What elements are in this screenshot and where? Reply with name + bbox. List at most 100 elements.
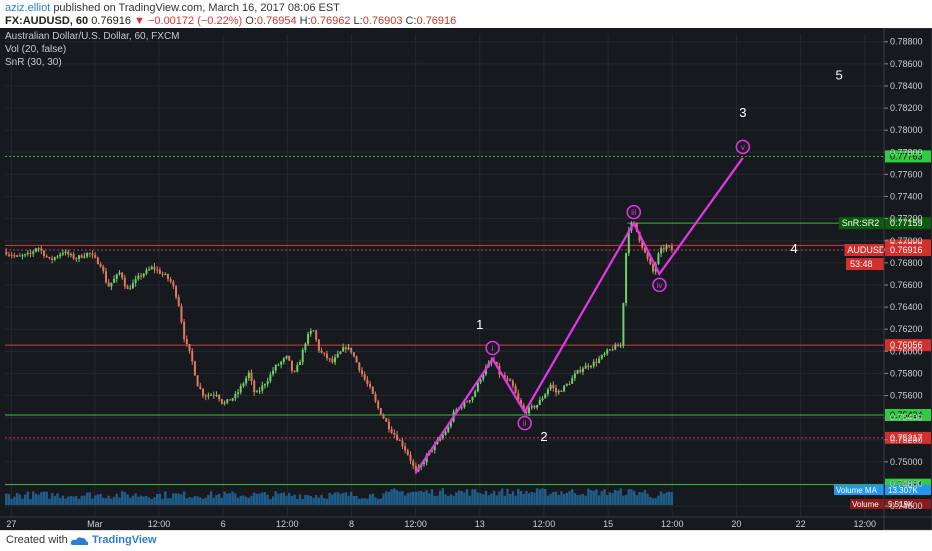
volume-bar <box>358 498 361 505</box>
legend-volume: Vol (20, false) <box>5 44 66 55</box>
plot-background <box>0 28 932 530</box>
volume-bar <box>460 491 463 505</box>
candle-body <box>16 255 19 257</box>
volume-bar <box>288 492 291 505</box>
volume-bar <box>269 498 272 505</box>
candle-body <box>649 258 652 265</box>
volume-bar <box>244 496 248 505</box>
candle-body <box>304 343 307 350</box>
volume-bar <box>161 498 164 505</box>
level-caption-tag <box>838 217 884 230</box>
volume-bar <box>420 490 423 505</box>
candle-body <box>350 347 353 353</box>
candle-body <box>565 383 568 386</box>
volume-bar <box>80 495 83 505</box>
volume-bar <box>147 497 151 505</box>
volume-bar <box>301 498 304 505</box>
volume-bar <box>468 495 471 505</box>
candle-body <box>69 254 72 256</box>
volume-bar <box>40 492 43 505</box>
candle-body <box>366 379 369 384</box>
volume-bar <box>32 491 35 505</box>
candle-body <box>409 454 412 461</box>
candle-body <box>522 404 525 410</box>
candle-body <box>166 274 169 280</box>
author-link[interactable]: aziz.elliot <box>5 2 51 14</box>
candle-body <box>272 370 275 375</box>
volume-bar <box>34 493 38 505</box>
candle-body <box>519 400 522 405</box>
volume-bar <box>185 498 189 505</box>
candle-body <box>212 394 215 396</box>
level-price-tag <box>885 339 931 352</box>
price-axis[interactable]: 0.78800 0.78600 0.78400 0.78200 0.78000 0.778… <box>883 27 932 531</box>
volume-bar <box>120 491 124 505</box>
volume-bar <box>48 498 51 505</box>
wave-count: 2 <box>540 429 547 444</box>
candle-body <box>282 358 285 362</box>
candle-body <box>587 365 590 368</box>
volume-bar <box>368 494 372 505</box>
publish-line: aziz.elliot published on TradingView.com… <box>5 2 340 14</box>
candle-body <box>549 384 552 390</box>
candle-body <box>412 460 415 466</box>
volume-bar <box>45 491 48 505</box>
candle-body <box>622 302 625 346</box>
volume-bar <box>91 498 94 505</box>
chart-legend: Australian Dollar/U.S. Dollar, 60, FXCM … <box>5 31 180 68</box>
candle-body <box>299 362 302 365</box>
price-chart[interactable]: 0.777630.77159SnR:SR20.769580.76916AUDUS… <box>0 27 932 531</box>
volume-bar <box>209 491 213 505</box>
candle-body <box>48 257 51 259</box>
level-price-tag <box>885 409 931 422</box>
y-tick-label: 0.77200 <box>890 214 923 224</box>
candle-body <box>288 355 291 361</box>
volume-bar <box>139 495 143 505</box>
y-tick-label: 0.76600 <box>890 280 923 290</box>
volume-bar <box>525 491 528 505</box>
wave-count: 1 <box>476 317 483 332</box>
candle-body <box>560 391 563 393</box>
volume-bar <box>492 490 496 505</box>
volume-bar <box>102 497 105 505</box>
volume-bar <box>96 494 100 505</box>
volume-bar <box>654 498 657 505</box>
candle-body <box>606 349 609 354</box>
candle-body <box>53 257 56 260</box>
volume-bar <box>258 493 261 505</box>
wave-count: 4 <box>791 241 798 256</box>
volume-bar <box>172 493 175 505</box>
volume-bar <box>670 492 674 505</box>
candle-body <box>231 398 234 401</box>
volume-bar <box>344 492 348 505</box>
volume-bar <box>215 494 218 505</box>
level-price-label: 0.75424 <box>890 410 923 420</box>
candle-body <box>525 409 528 414</box>
tradingview-brand[interactable]: TradingView <box>92 534 157 546</box>
volume-bar <box>592 490 595 505</box>
candle-body <box>201 388 204 396</box>
symbol-label[interactable]: FX:AUDUSD, 60 <box>5 15 89 27</box>
level-price-label: 0.77763 <box>890 151 923 161</box>
volume-bar <box>29 498 32 505</box>
candle-body <box>290 360 293 371</box>
volume-bar <box>201 498 205 505</box>
candle-body <box>517 393 520 401</box>
candle-body <box>258 390 261 392</box>
volume-bar <box>568 491 571 505</box>
time-axis[interactable]: 27 Mar 12:00 6 12:00 8 12:00 13 12:00 15 12:00 20 22… <box>0 516 932 529</box>
candle-body <box>158 269 161 274</box>
volume-bar <box>112 496 116 505</box>
wave-count: 5 <box>835 67 842 82</box>
candle-body <box>307 333 310 344</box>
candle-body <box>479 379 482 383</box>
chart-header: aziz.elliot published on TradingView.com… <box>0 0 932 28</box>
volume-bar <box>58 498 62 505</box>
countdown-tag <box>846 258 884 271</box>
candle-body <box>148 269 151 271</box>
candle-body <box>18 255 21 257</box>
candle-body <box>317 339 320 351</box>
candle-body <box>29 252 32 254</box>
chart-area[interactable]: 0.777630.77159SnR:SR20.769580.76916AUDUS… <box>0 27 932 531</box>
volume-bar <box>67 496 70 505</box>
